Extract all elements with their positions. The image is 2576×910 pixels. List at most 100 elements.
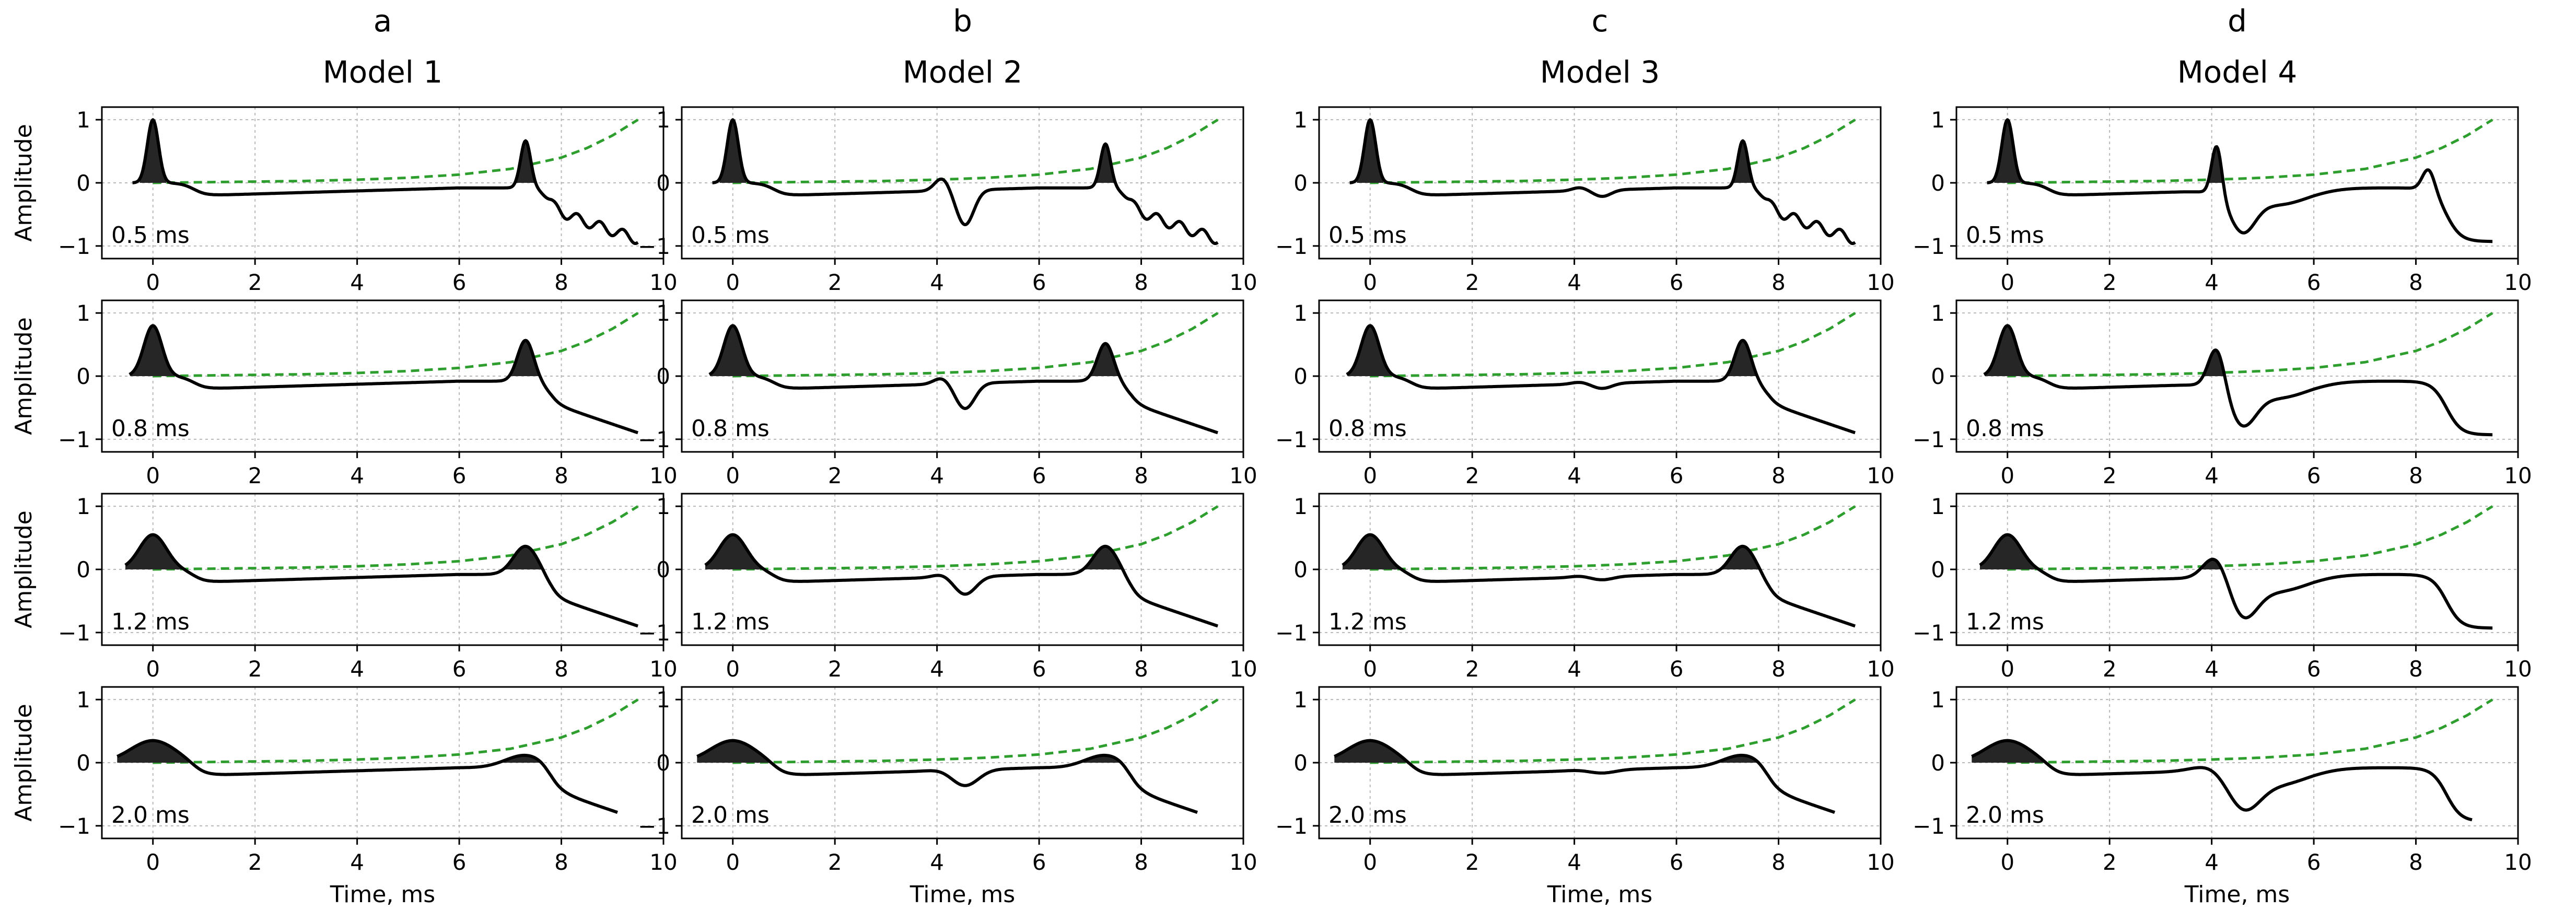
x-tick-label: 10 (1867, 656, 1894, 682)
signal-trace (129, 324, 639, 435)
x-tick-label: 0 (146, 463, 160, 488)
duration-label: 0.8 ms (1328, 415, 1407, 442)
gain-curve (1370, 698, 1856, 764)
x-tick-label: 6 (1032, 270, 1046, 295)
y-tick-label: 0 (1293, 750, 1308, 776)
y-axis-label: Amplitude (10, 124, 37, 241)
x-tick-label: 10 (1229, 656, 1257, 682)
x-tick-label: 2 (248, 270, 262, 295)
y-tick-label: −1 (1913, 427, 1945, 452)
x-tick-label: 6 (1670, 656, 1684, 682)
gain-curve (732, 119, 1219, 184)
y-tick-label: 1 (1293, 300, 1308, 326)
signal-trace (1979, 533, 2493, 630)
gain-curve (1370, 505, 1856, 571)
panel-c-row-2: 10−10 2 4 6 8 100.8 ms (1275, 299, 1895, 488)
gain-curve (153, 505, 639, 571)
y-tick-label: 1 (656, 300, 670, 326)
signal-trace (116, 739, 619, 814)
x-tick-label: 0 (1363, 270, 1377, 295)
reflection-pulse-fill (1732, 141, 1752, 183)
y-tick-label: −1 (1275, 620, 1308, 646)
x-tick-label: 4 (2205, 270, 2219, 295)
x-tick-label: 0 (146, 656, 160, 682)
primary-pulse-fill (1994, 120, 2021, 183)
y-tick-label: 1 (76, 494, 90, 519)
y-tick-label: 0 (1293, 364, 1308, 389)
y-tick-label: 0 (656, 750, 670, 776)
x-tick-label: 0 (2000, 656, 2014, 682)
duration-label: 0.5 ms (111, 222, 190, 249)
y-tick-label: 1 (1293, 687, 1308, 713)
y-tick-label: 0 (1931, 170, 1945, 196)
x-tick-label: 6 (2307, 656, 2321, 682)
column-letter-d: d (2228, 3, 2247, 39)
gain-curve (153, 698, 639, 764)
gain-curve (732, 505, 1219, 571)
x-tick-label: 6 (1032, 463, 1046, 488)
x-tick-label: 6 (452, 849, 467, 875)
x-tick-label: 0 (146, 849, 160, 875)
x-tick-label: 2 (2103, 270, 2117, 295)
x-tick-label: 8 (2409, 656, 2423, 682)
signal-trace (1971, 739, 2473, 822)
gain-curve (732, 312, 1219, 378)
y-tick-label: −1 (58, 620, 90, 646)
x-tick-label: 0 (1363, 463, 1377, 488)
y-tick-label: 0 (76, 364, 90, 389)
x-tick-label: 0 (726, 656, 740, 682)
x-tick-label: 10 (2504, 656, 2532, 682)
gain-curve (2007, 698, 2493, 764)
x-tick-label: 2 (1465, 656, 1479, 682)
duration-label: 0.8 ms (691, 415, 770, 442)
gain-curve (2007, 312, 2493, 378)
y-tick-label: 1 (656, 494, 670, 519)
x-tick-label: 10 (1867, 849, 1894, 875)
signal-trace (712, 118, 1219, 246)
y-tick-label: 1 (1931, 494, 1945, 519)
reflection-pulse-fill (509, 340, 540, 376)
x-tick-label: 8 (554, 270, 568, 295)
x-tick-label: 4 (930, 849, 944, 875)
x-tick-label: 0 (2000, 849, 2014, 875)
y-tick-label: 0 (1931, 557, 1945, 582)
x-tick-label: 4 (1567, 463, 1581, 488)
gain-curve (2007, 505, 2493, 571)
primary-pulse-fill (1343, 534, 1401, 569)
x-tick-label: 6 (1670, 463, 1684, 488)
signal-trace (132, 118, 639, 246)
x-tick-label: 6 (1670, 849, 1684, 875)
panel-b-row-1: 10−10 2 4 6 8 100.5 ms (638, 106, 1257, 295)
signal-trace (704, 533, 1219, 628)
x-tick-label: 6 (2307, 849, 2321, 875)
y-tick-label: 0 (76, 170, 90, 196)
x-tick-label: 0 (1363, 849, 1377, 875)
x-tick-label: 0 (726, 463, 740, 488)
panel-b-row-2: 10−10 2 4 6 8 100.8 ms (638, 299, 1257, 488)
x-tick-label: 8 (1134, 270, 1148, 295)
primary-pulse-fill (1334, 740, 1408, 763)
y-tick-label: −1 (58, 427, 90, 452)
y-tick-label: −1 (638, 427, 670, 452)
x-tick-label: 6 (2307, 463, 2321, 488)
x-axis-label: Time, ms (2184, 881, 2290, 908)
x-tick-label: 8 (1134, 656, 1148, 682)
x-tick-label: 8 (1771, 656, 1786, 682)
y-tick-label: 0 (76, 750, 90, 776)
duration-label: 1.2 ms (1328, 609, 1407, 635)
x-tick-label: 8 (2409, 849, 2423, 875)
model-title-1: Model 1 (323, 54, 442, 90)
y-tick-label: −1 (1913, 620, 1945, 646)
x-tick-label: 6 (2307, 270, 2321, 295)
gain-curve (153, 119, 639, 184)
x-tick-label: 2 (2103, 656, 2117, 682)
reflection-pulse-fill (1726, 340, 1757, 376)
x-tick-label: 8 (554, 656, 568, 682)
x-tick-label: 8 (554, 463, 568, 488)
primary-pulse-fill (1357, 120, 1384, 183)
y-tick-label: −1 (1275, 813, 1308, 839)
x-tick-label: 8 (2409, 463, 2423, 488)
x-axis-label: Time, ms (1547, 881, 1652, 908)
